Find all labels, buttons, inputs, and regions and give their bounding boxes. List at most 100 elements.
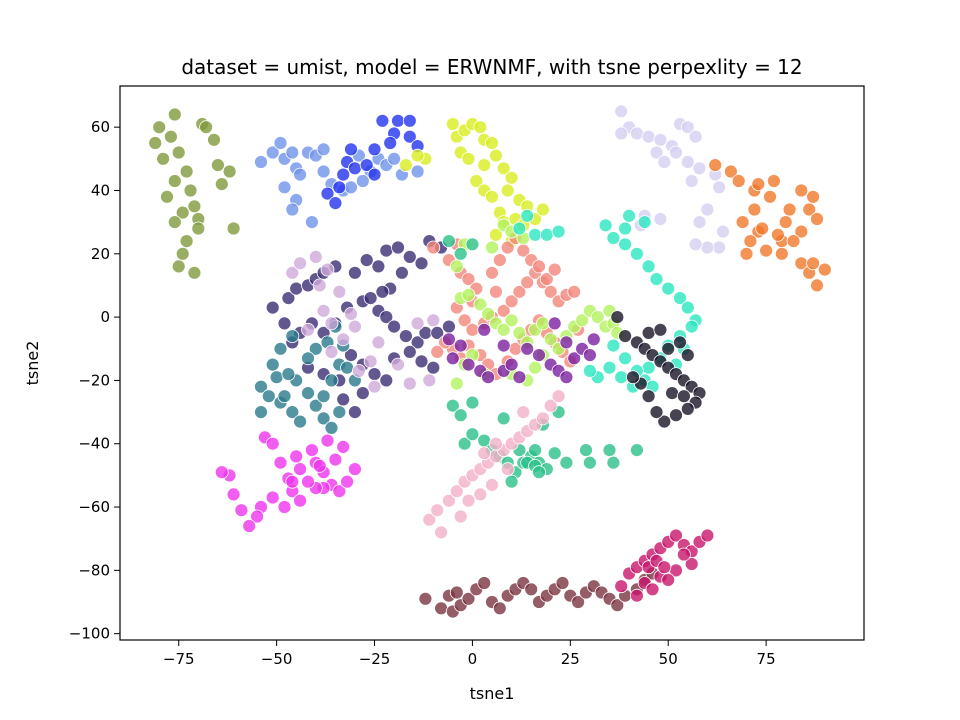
scatter-point	[265, 145, 280, 160]
scatter-point	[532, 259, 546, 274]
scatter-point	[590, 310, 605, 325]
scatter-point	[320, 186, 335, 201]
scatter-point	[222, 164, 237, 179]
scatter-point	[492, 601, 507, 616]
scatter-point	[445, 351, 460, 366]
scatter-point	[344, 142, 358, 157]
scatter-point	[539, 272, 554, 287]
scatter-point	[273, 341, 288, 356]
scatter-point	[167, 174, 182, 188]
scatter-point	[461, 591, 476, 606]
scatter-point	[532, 465, 546, 480]
scatter-point	[614, 370, 629, 385]
scatter-point	[817, 262, 832, 277]
scatter-point	[586, 332, 601, 347]
y-tick-label: −40	[78, 435, 110, 453]
scatter-point	[485, 136, 499, 150]
scatter-point	[183, 183, 198, 198]
x-axis-label: tsne1	[470, 684, 515, 703]
points-layer	[148, 104, 832, 619]
scatter-point	[426, 313, 441, 328]
scatter-point	[171, 259, 186, 274]
scatter-point	[641, 389, 656, 404]
scatter-point	[441, 332, 456, 347]
scatter-point	[504, 313, 519, 328]
scatter-point	[782, 202, 797, 217]
scatter-point	[281, 367, 296, 382]
scatter-point	[731, 174, 746, 188]
scatter-point	[473, 487, 488, 502]
scatter-point	[661, 573, 676, 587]
scatter-point	[536, 316, 550, 331]
x-tick-label: −75	[163, 650, 195, 668]
scatter-point	[445, 117, 460, 131]
scatter-point	[481, 306, 496, 321]
scatter-point	[618, 329, 632, 344]
scatter-point	[426, 360, 441, 375]
scatter-point	[187, 265, 202, 280]
scatter-point	[332, 484, 347, 499]
scatter-point	[539, 227, 554, 242]
scatter-point	[794, 224, 809, 239]
scatter-point	[567, 284, 582, 299]
scatter-point	[763, 189, 777, 204]
scatter-point	[277, 500, 292, 514]
scatter-point	[649, 145, 664, 160]
scatter-point	[371, 335, 386, 350]
scatter-point	[767, 174, 781, 188]
scatter-point	[344, 348, 358, 363]
scatter-point	[465, 427, 480, 442]
scatter-point	[485, 265, 499, 280]
scatter-point	[649, 272, 664, 287]
scatter-point	[332, 284, 347, 299]
scatter-point	[528, 443, 542, 458]
x-tick-label: 75	[757, 650, 776, 668]
scatter-point	[383, 136, 398, 150]
scatter-point	[645, 582, 660, 597]
scatter-point	[520, 341, 535, 356]
scatter-point	[810, 278, 824, 293]
scatter-point	[637, 215, 652, 230]
scatter-point	[641, 360, 656, 375]
y-tick-label: −100	[69, 625, 110, 643]
scatter-point	[430, 325, 445, 340]
y-axis: −100 −80 −60 −40 −20 0 20 40 60	[69, 118, 120, 643]
scatter-point	[794, 183, 809, 198]
scatter-point	[575, 313, 589, 328]
scatter-point	[669, 145, 683, 160]
scatter-point	[430, 344, 445, 359]
scatter-point	[477, 322, 492, 337]
scatter-point	[653, 132, 668, 147]
scatter-point	[289, 449, 304, 464]
scatter-point	[344, 180, 358, 195]
scatter-point	[402, 249, 417, 264]
scatter-point	[477, 576, 492, 590]
scatter-point	[688, 237, 703, 252]
y-tick-label: −80	[78, 561, 110, 579]
scatter-point	[289, 281, 304, 296]
scatter-point	[441, 319, 456, 334]
scatter-point	[410, 164, 425, 179]
scatter-point	[301, 474, 315, 489]
scatter-point	[492, 253, 507, 268]
scatter-point	[496, 338, 511, 353]
scatter-point	[716, 224, 730, 239]
scatter-point	[496, 161, 511, 176]
scatter-point	[806, 189, 820, 204]
scatter-point	[641, 259, 656, 274]
scatter-point	[618, 351, 632, 366]
scatter-point	[355, 386, 370, 401]
scatter-point	[175, 205, 190, 220]
scatter-point	[547, 446, 562, 461]
scatter-point	[167, 215, 182, 230]
scatter-point	[269, 370, 284, 385]
scatter-point	[308, 341, 323, 356]
x-tick-label: −50	[261, 650, 293, 668]
scatter-point	[567, 351, 582, 366]
scatter-point	[473, 120, 488, 135]
scatter-point	[680, 348, 695, 363]
scatter-point	[261, 389, 276, 404]
scatter-point	[285, 405, 300, 420]
scatter-point	[324, 373, 339, 388]
scatter-point	[234, 503, 249, 518]
